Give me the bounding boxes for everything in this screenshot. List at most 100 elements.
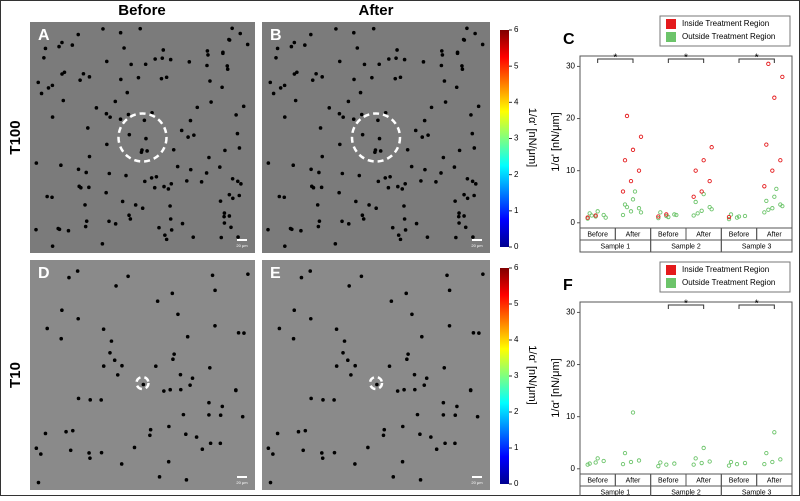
bead — [400, 459, 405, 464]
bead — [351, 117, 356, 121]
bead — [223, 148, 227, 153]
data-point — [636, 458, 642, 463]
bead — [402, 217, 407, 221]
data-point — [778, 457, 783, 462]
bead — [83, 224, 88, 229]
bead — [346, 222, 351, 226]
bead — [469, 113, 473, 117]
bead — [100, 242, 105, 246]
data-point — [770, 459, 775, 465]
x-tick-label: After — [626, 477, 641, 484]
data-point — [656, 215, 661, 221]
panel-label: F — [563, 277, 573, 294]
bead — [362, 62, 367, 67]
data-point — [728, 459, 734, 465]
group-cell — [720, 239, 793, 253]
bead — [164, 237, 169, 242]
data-point — [764, 198, 769, 204]
data-point — [762, 461, 767, 467]
bead — [452, 165, 457, 169]
bead — [206, 53, 210, 57]
bead — [420, 135, 425, 139]
bead — [105, 142, 109, 147]
bead — [381, 433, 386, 438]
x-tick-label: Before — [729, 231, 750, 238]
y-tick-label: 0 — [571, 464, 576, 473]
significance-label: * — [755, 53, 759, 64]
bead — [400, 187, 405, 191]
bead — [278, 86, 283, 90]
bead — [185, 334, 190, 339]
bead — [109, 339, 114, 343]
bead — [402, 387, 406, 392]
bead — [168, 217, 173, 221]
x-tick-label: After — [767, 477, 782, 484]
data-point — [778, 158, 783, 163]
bead — [353, 462, 357, 466]
data-point — [622, 158, 628, 163]
bead — [266, 161, 271, 165]
data-point — [701, 158, 706, 163]
colorbar-tick-label: 5 — [514, 299, 519, 308]
bead — [374, 206, 378, 211]
bead — [334, 327, 339, 332]
group-label: Sample 3 — [742, 489, 772, 496]
bead — [460, 64, 464, 68]
bead — [360, 132, 365, 137]
bead — [127, 213, 131, 218]
bead — [371, 26, 376, 31]
bead — [229, 225, 233, 230]
data-point — [762, 210, 767, 215]
bead — [227, 37, 231, 42]
bead — [153, 57, 157, 61]
bead — [86, 126, 90, 130]
bead — [68, 448, 73, 453]
bead — [400, 424, 405, 429]
plot-area — [579, 301, 793, 475]
colorbar-tick-label: 1 — [514, 206, 519, 215]
bead — [266, 227, 270, 232]
bead — [398, 237, 403, 242]
bead — [309, 167, 313, 172]
data-point — [624, 113, 630, 119]
data-point — [742, 213, 748, 219]
bead — [477, 331, 481, 335]
bead — [445, 273, 449, 278]
bead — [181, 412, 186, 417]
bead — [76, 167, 81, 172]
bead — [398, 75, 403, 80]
bead — [76, 396, 81, 401]
bead — [338, 142, 342, 147]
bead — [210, 273, 215, 278]
x-tick-label: Before — [658, 231, 679, 238]
bead — [266, 446, 271, 450]
data-point — [728, 212, 734, 217]
bead — [66, 228, 71, 233]
bead — [308, 316, 313, 321]
bead — [370, 75, 374, 80]
bead — [387, 57, 391, 61]
bead — [222, 214, 226, 219]
bead — [424, 376, 429, 381]
bead — [166, 187, 171, 191]
data-point — [709, 207, 714, 212]
bead — [241, 104, 246, 109]
legend-label: Inside Treatment Region — [682, 265, 769, 274]
bead — [289, 44, 294, 49]
bead — [213, 323, 217, 328]
data-point — [630, 197, 636, 202]
bead — [456, 214, 461, 219]
bead — [457, 221, 461, 225]
bead — [118, 30, 123, 35]
data-point — [699, 208, 704, 213]
bead — [112, 358, 117, 363]
bead — [277, 194, 282, 199]
data-point — [656, 214, 661, 219]
bead — [299, 228, 303, 233]
scale-bar — [237, 239, 247, 241]
bead — [162, 389, 166, 393]
bead — [114, 284, 118, 288]
bead — [357, 173, 362, 178]
bead — [171, 357, 175, 362]
bead — [465, 26, 469, 31]
